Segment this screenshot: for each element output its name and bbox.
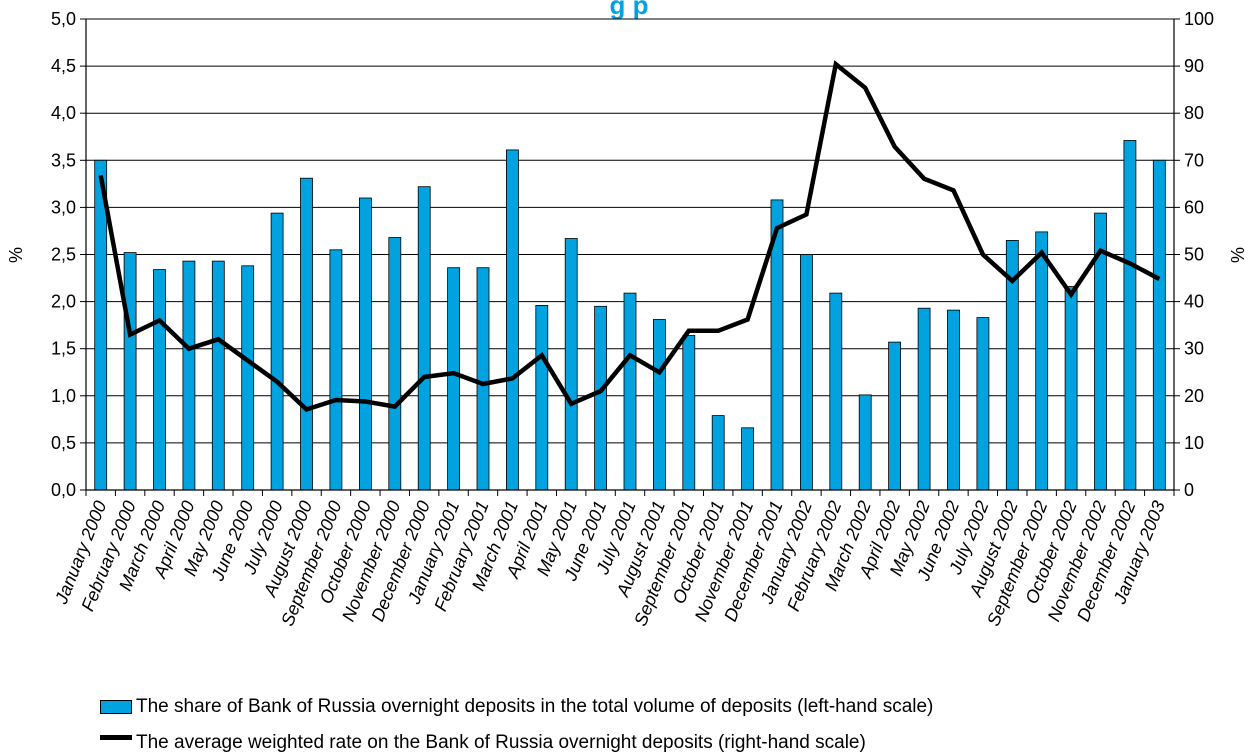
right-tick-label: 20	[1184, 386, 1204, 406]
right-tick-label: 60	[1184, 197, 1204, 217]
left-tick-label: 5,0	[51, 9, 76, 29]
right-axis-title: %	[1228, 247, 1248, 263]
right-tick-label: 0	[1184, 480, 1194, 500]
bar	[1035, 231, 1049, 491]
bar	[829, 292, 843, 491]
left-tick-label: 1,0	[51, 386, 76, 406]
bar	[623, 292, 637, 491]
bar	[241, 265, 255, 491]
bar	[653, 319, 666, 491]
bar	[358, 197, 372, 491]
bar	[682, 335, 696, 491]
right-tick-label: 90	[1184, 56, 1204, 76]
right-tick-label: 80	[1184, 103, 1204, 123]
bar	[947, 309, 960, 491]
bar	[388, 237, 402, 491]
right-tick-label: 30	[1184, 339, 1204, 359]
bar	[329, 249, 343, 491]
left-tick-label: 0,5	[51, 433, 76, 453]
left-tick-label: 2,5	[51, 245, 76, 265]
left-tick-label: 3,5	[51, 150, 76, 170]
left-axis-ticks: 0,0 0,5 1,0 1,5 2,0 2,5 3,0 3,5 4,0 4,5 5,0	[51, 9, 76, 500]
bar	[1064, 286, 1078, 491]
rate-line	[98, 60, 1161, 413]
bar	[535, 304, 549, 491]
left-tick-label: 2,0	[51, 292, 76, 312]
axes	[80, 18, 1180, 496]
right-tick-label: 50	[1184, 245, 1204, 265]
bar	[270, 212, 284, 491]
bar	[182, 260, 196, 491]
bar	[1152, 159, 1166, 491]
right-tick-label: 10	[1184, 433, 1204, 453]
bar	[417, 186, 431, 491]
bar	[888, 341, 901, 491]
bar	[476, 267, 490, 491]
legend-item-bar: The share of Bank of Russia overnight de…	[100, 696, 933, 718]
right-axis-ticks: 0 10 20 30 40 50 60 70 80 90 100	[1184, 9, 1214, 500]
bar	[564, 238, 578, 491]
left-tick-label: 4,0	[51, 103, 76, 123]
legend-swatch-bar	[100, 700, 132, 714]
bar	[800, 254, 813, 491]
legend-label-line: The average weighted rate on the Bank of…	[136, 732, 866, 753]
bar	[1123, 140, 1137, 491]
bar	[505, 149, 519, 491]
line-series	[98, 60, 1161, 413]
bar	[858, 394, 872, 491]
left-tick-label: 1,5	[51, 339, 76, 359]
bar	[300, 177, 313, 491]
bar-series	[94, 140, 1166, 491]
left-tick-label: 3,0	[51, 197, 76, 217]
legend-item-line: The average weighted rate on the Bank of…	[100, 732, 866, 754]
chart-title: g p	[610, 0, 649, 20]
right-tick-label: 70	[1184, 150, 1204, 170]
bar	[447, 267, 461, 491]
right-tick-label: 100	[1184, 9, 1214, 29]
bar	[123, 252, 137, 491]
bar	[153, 269, 166, 491]
left-tick-label: 4,5	[51, 56, 76, 76]
legend-label-bar: The share of Bank of Russia overnight de…	[136, 696, 934, 717]
bar	[741, 427, 754, 491]
bar	[211, 260, 225, 491]
left-axis-title: %	[6, 247, 26, 263]
bar	[917, 307, 931, 491]
bar	[711, 415, 725, 491]
left-tick-label: 0,0	[51, 480, 76, 500]
right-tick-label: 40	[1184, 292, 1204, 312]
bar	[976, 317, 990, 491]
bar	[594, 305, 607, 491]
legend-swatch-line	[100, 734, 132, 740]
